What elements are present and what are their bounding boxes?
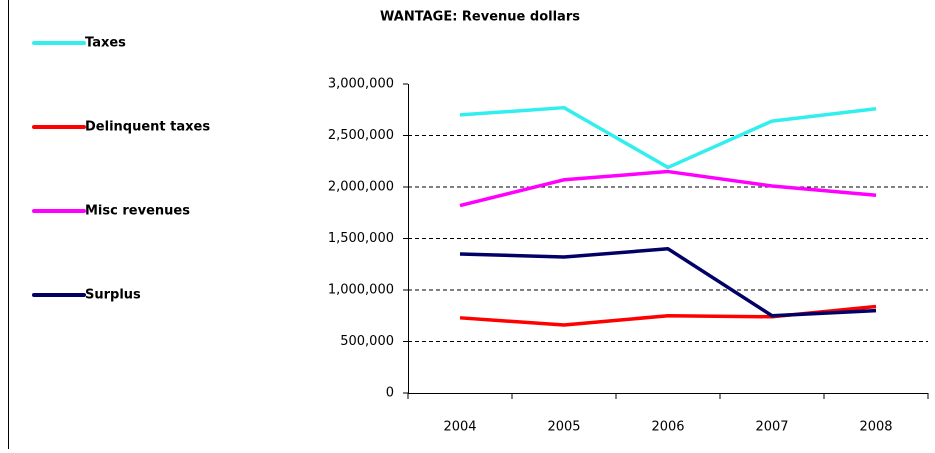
legend-label: Delinquent taxes bbox=[85, 120, 210, 135]
x-tick-label: 2007 bbox=[755, 420, 788, 435]
y-tick-label: 500,000 bbox=[340, 334, 394, 349]
series-line bbox=[459, 105, 877, 170]
y-tick-label: 2,000,000 bbox=[328, 180, 394, 195]
series-line bbox=[459, 169, 877, 208]
y-tick-label: 0 bbox=[386, 386, 394, 401]
legend-label: Taxes bbox=[85, 36, 126, 51]
y-tick-label: 1,000,000 bbox=[328, 283, 394, 298]
y-tick-label: 3,000,000 bbox=[328, 77, 394, 92]
y-tick-label: 2,500,000 bbox=[328, 128, 394, 143]
x-tick-label: 2004 bbox=[443, 420, 476, 435]
series-line bbox=[459, 304, 877, 327]
y-tick-label: 1,500,000 bbox=[328, 231, 394, 246]
legend-label: Surplus bbox=[85, 288, 141, 303]
chart-title: WANTAGE: Revenue dollars bbox=[380, 10, 580, 25]
x-tick-label: 2006 bbox=[651, 420, 684, 435]
x-tick-label: 2005 bbox=[547, 420, 580, 435]
legend-label: Misc revenues bbox=[85, 204, 190, 219]
series-line bbox=[459, 247, 877, 318]
x-tick-label: 2008 bbox=[859, 420, 892, 435]
